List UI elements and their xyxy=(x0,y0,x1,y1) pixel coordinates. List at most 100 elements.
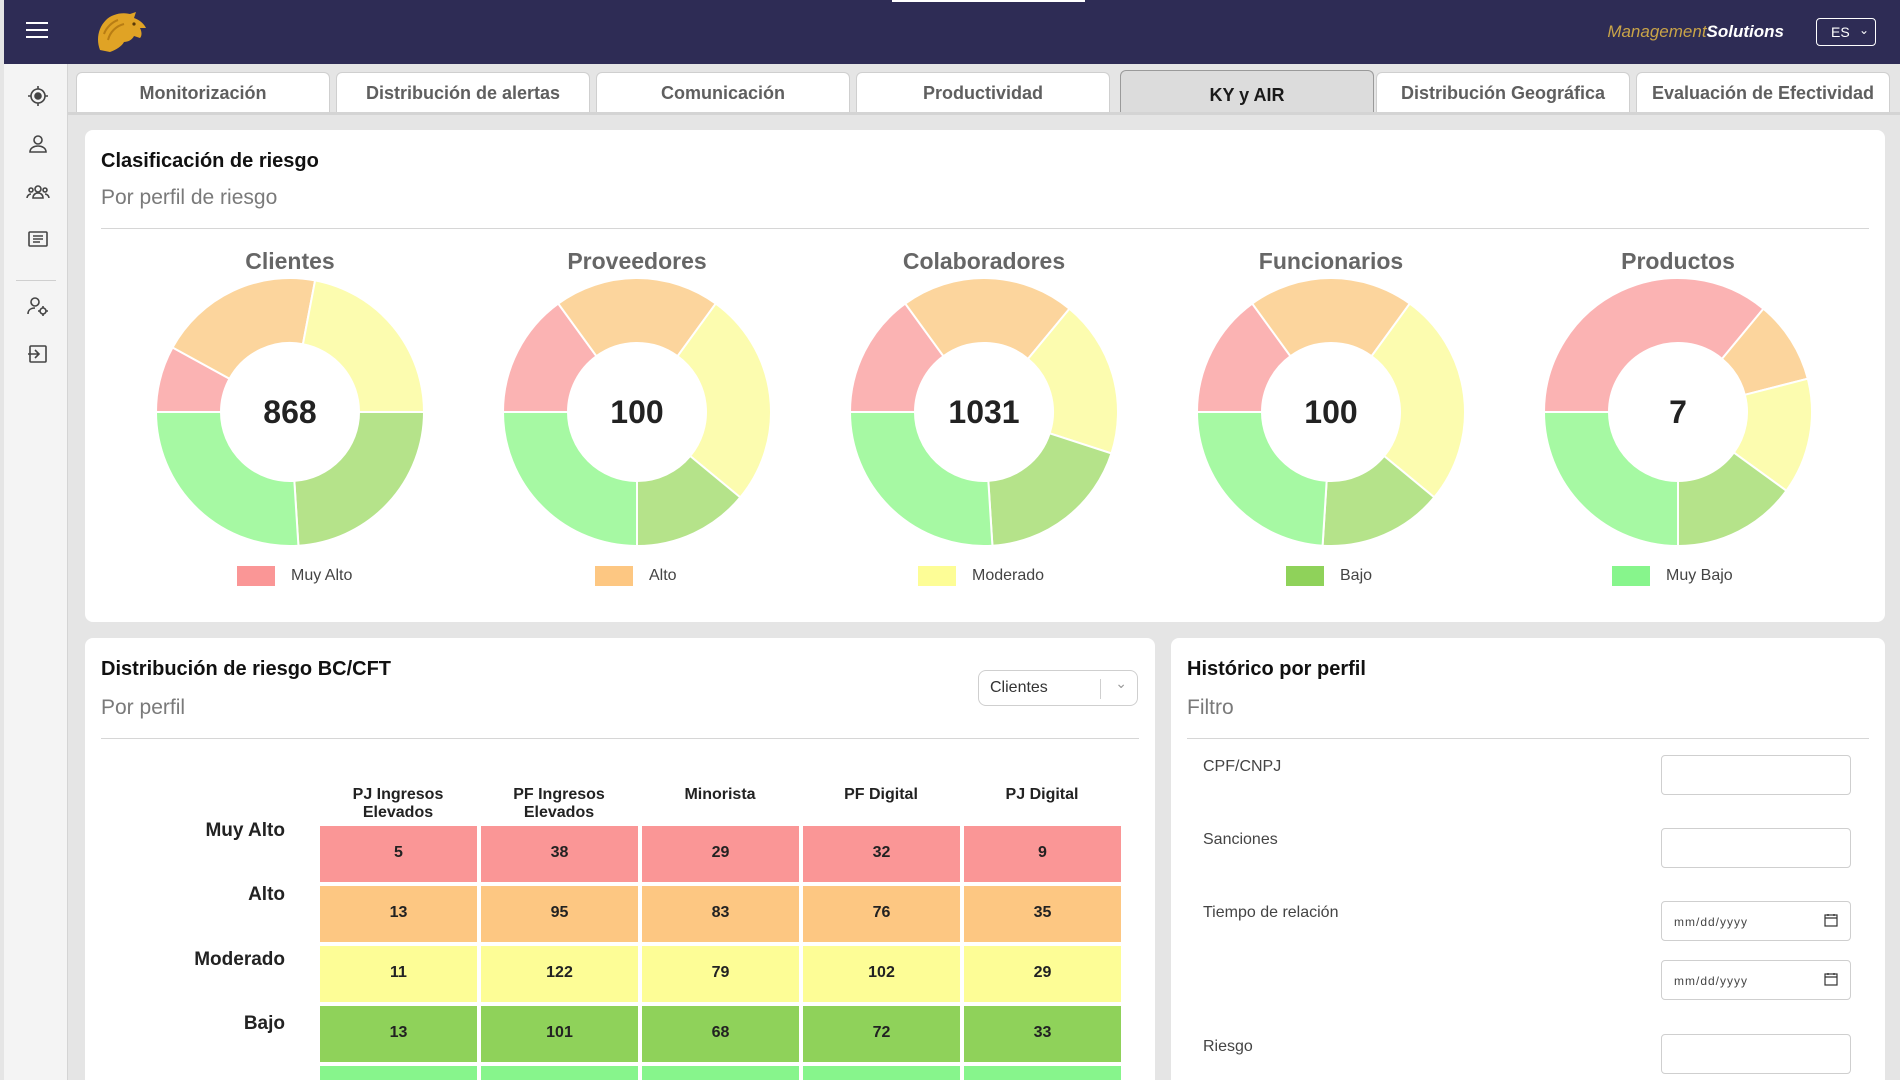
riesgo-label: Riesgo xyxy=(1203,1038,1253,1055)
heatmap-cell-partial[interactable] xyxy=(481,1066,638,1080)
heatmap-cell[interactable]: 29 xyxy=(642,826,799,882)
heatmap-column-header: PF Digital xyxy=(844,786,918,803)
heatmap-column-header: Minorista xyxy=(684,786,756,803)
divider xyxy=(101,228,1869,229)
legend-muy-alto[interactable]: Muy Alto xyxy=(237,566,352,586)
donut-total: 100 xyxy=(1304,394,1358,430)
login-icon[interactable] xyxy=(26,342,50,366)
donut-total: 100 xyxy=(610,394,664,430)
donut-colaboradores[interactable]: Colaboradores 1031 xyxy=(834,248,1134,548)
heatmap-cell[interactable]: 76 xyxy=(803,886,960,942)
heatmap-cell[interactable]: 32 xyxy=(803,826,960,882)
risk-distribution-card: Distribución de riesgo BC/CFT Por perfil… xyxy=(85,638,1155,1080)
heatmap-column-header: PF Ingresos Elevados xyxy=(513,786,605,821)
language-select[interactable]: ES ⌄ xyxy=(1816,18,1876,46)
slice-moderado[interactable] xyxy=(1370,302,1465,499)
slice-bajo[interactable] xyxy=(987,432,1113,546)
heatmap-cell[interactable]: 9 xyxy=(964,826,1121,882)
legend-bajo[interactable]: Bajo xyxy=(1286,566,1372,586)
tab-distribucion-geografica[interactable]: Distribución Geográfica xyxy=(1376,72,1630,112)
legend-moderado[interactable]: Moderado xyxy=(918,566,1044,586)
slice-muy-bajo[interactable] xyxy=(1197,411,1328,546)
slice-moderado[interactable] xyxy=(676,302,771,499)
legend-swatch xyxy=(595,566,633,586)
riesgo-input[interactable] xyxy=(1661,1034,1851,1074)
date-to-input[interactable]: mm/dd/yyyy xyxy=(1661,960,1851,1000)
target-icon[interactable] xyxy=(26,84,50,108)
slice-moderado[interactable] xyxy=(301,279,424,413)
slice-moderado[interactable] xyxy=(1026,307,1118,455)
heatmap-cell[interactable]: 35 xyxy=(964,886,1121,942)
sanciones-label: Sanciones xyxy=(1203,831,1278,848)
donut-productos[interactable]: Productos 7 xyxy=(1528,248,1828,548)
tiempo-relacion-label: Tiempo de relación xyxy=(1203,904,1339,921)
heatmap-cell[interactable]: 13 xyxy=(320,886,477,942)
heatmap-cell[interactable]: 29 xyxy=(964,946,1121,1002)
heatmap-column-header: PJ Digital xyxy=(1005,786,1079,803)
heatmap-cell[interactable]: 33 xyxy=(964,1006,1121,1062)
sanciones-input[interactable] xyxy=(1661,828,1851,868)
heatmap-cell[interactable]: 79 xyxy=(642,946,799,1002)
legend-muy-bajo[interactable]: Muy Bajo xyxy=(1612,566,1733,586)
donut-funcionarios[interactable]: Funcionarios 100 xyxy=(1181,248,1481,548)
heatmap-row-label: Muy Alto xyxy=(205,820,285,841)
donut-chart xyxy=(156,278,424,546)
heatmap-cell[interactable]: 72 xyxy=(803,1006,960,1062)
lion-logo-icon xyxy=(94,10,150,54)
slice-alto[interactable] xyxy=(903,278,1071,361)
calendar-icon[interactable] xyxy=(1824,913,1838,927)
legend-label: Bajo xyxy=(1340,567,1373,585)
heatmap-cell[interactable]: 83 xyxy=(642,886,799,942)
heatmap-cell[interactable]: 13 xyxy=(320,1006,477,1062)
profile-select[interactable]: Clientes ⌄ xyxy=(978,670,1138,706)
slice-alto[interactable] xyxy=(1250,278,1412,358)
tab-distribucion-alertas[interactable]: Distribución de alertas xyxy=(336,72,590,112)
donut-proveedores[interactable]: Proveedores 100 xyxy=(487,248,787,548)
brand-part2: Solutions xyxy=(1706,22,1784,41)
group-icon[interactable] xyxy=(26,180,50,204)
heatmap-cell[interactable]: 11 xyxy=(320,946,477,1002)
donut-clientes[interactable]: Clientes 868 xyxy=(140,248,440,548)
tab-productividad[interactable]: Productividad xyxy=(856,72,1110,112)
tab-bar: Monitorización Distribución de alertas C… xyxy=(68,64,1900,115)
heatmap-cell[interactable]: 5 xyxy=(320,826,477,882)
tab-evaluacion-efectividad[interactable]: Evaluación de Efectividad xyxy=(1636,72,1890,112)
heatmap-cell-partial[interactable] xyxy=(803,1066,960,1080)
donut-total: 868 xyxy=(263,394,317,430)
tab-comunicacion[interactable]: Comunicación xyxy=(596,72,850,112)
cpf-input[interactable] xyxy=(1661,755,1851,795)
slice-muy-alto[interactable] xyxy=(1544,278,1765,413)
card-subtitle: Filtro xyxy=(1187,696,1234,719)
slice-bajo[interactable] xyxy=(293,411,424,546)
heatmap-cell[interactable]: 102 xyxy=(803,946,960,1002)
legend-swatch xyxy=(1286,566,1324,586)
slice-alto[interactable] xyxy=(171,278,317,381)
user-icon[interactable] xyxy=(26,132,50,156)
card-subtitle: Por perfil de riesgo xyxy=(101,186,278,209)
calendar-icon[interactable] xyxy=(1824,972,1838,986)
slice-muy-bajo[interactable] xyxy=(156,411,300,546)
date-from-input[interactable]: mm/dd/yyyy xyxy=(1661,901,1851,941)
message-list-icon[interactable] xyxy=(26,228,50,252)
donut-chart xyxy=(850,278,1118,546)
donut-title: Colaboradores xyxy=(902,248,1066,274)
tab-monitorizacion[interactable]: Monitorización xyxy=(76,72,330,112)
legend-alto[interactable]: Alto xyxy=(595,566,677,586)
heatmap-cell[interactable]: 68 xyxy=(642,1006,799,1062)
heatmap-cell-partial[interactable] xyxy=(642,1066,799,1080)
menu-icon[interactable] xyxy=(26,22,48,40)
heatmap-row-label: Moderado xyxy=(194,949,285,970)
heatmap-cell[interactable]: 38 xyxy=(481,826,638,882)
legend-swatch xyxy=(237,566,275,586)
heatmap-cell[interactable]: 95 xyxy=(481,886,638,942)
heatmap-cell-partial[interactable] xyxy=(320,1066,477,1080)
slice-muy-bajo[interactable] xyxy=(850,411,994,546)
slice-muy-bajo[interactable] xyxy=(1544,411,1679,546)
heatmap-cell[interactable]: 101 xyxy=(481,1006,638,1062)
tab-ky-air[interactable]: KY y AIR xyxy=(1120,70,1374,114)
slice-alto[interactable] xyxy=(556,278,718,358)
heatmap-cell[interactable]: 122 xyxy=(481,946,638,1002)
heatmap-cell-partial[interactable] xyxy=(964,1066,1121,1080)
user-settings-icon[interactable] xyxy=(26,294,50,318)
slice-muy-bajo[interactable] xyxy=(503,411,638,546)
